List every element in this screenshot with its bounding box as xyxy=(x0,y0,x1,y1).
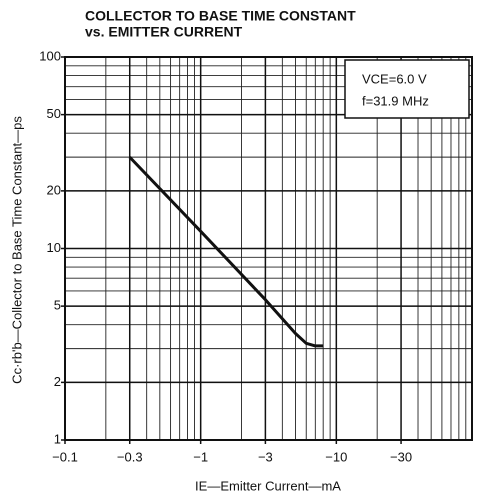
x-tick-label: −1 xyxy=(193,449,208,464)
x-tick-label: −30 xyxy=(390,449,412,464)
y-axis-title: Cc·rb'b—Collector to Base Time Constant—… xyxy=(9,116,24,384)
x-axis-title: IE—Emitter Current—mA xyxy=(195,478,341,493)
annotation: f=31.9 MHz xyxy=(362,93,429,108)
x-tick-label: −0.1 xyxy=(52,449,78,464)
annotation-box xyxy=(344,59,470,119)
data-line xyxy=(128,156,324,348)
y-tick-label: 50 xyxy=(47,106,61,121)
chart-title: COLLECTOR TO BASE TIME CONSTANT xyxy=(85,8,356,24)
x-tick-label: −0.3 xyxy=(117,449,143,464)
y-tick-label: 10 xyxy=(47,240,61,255)
x-tick-label: −10 xyxy=(325,449,347,464)
chart-subtitle: vs. EMITTER CURRENT xyxy=(85,24,243,40)
y-tick-label: 2 xyxy=(54,374,61,389)
y-tick-label: 100 xyxy=(39,48,61,63)
annotation: VCE=6.0 V xyxy=(362,71,427,86)
y-tick-label: 20 xyxy=(47,182,61,197)
x-tick-label: −3 xyxy=(258,449,273,464)
y-tick-label: 1 xyxy=(54,431,61,446)
y-tick-label: 5 xyxy=(54,298,61,313)
